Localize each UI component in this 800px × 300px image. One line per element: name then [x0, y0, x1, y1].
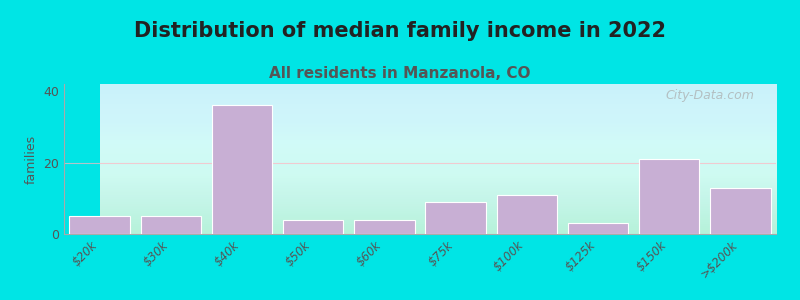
Text: City-Data.com: City-Data.com	[666, 88, 754, 101]
Bar	[70, 216, 130, 234]
Bar	[283, 220, 343, 234]
Bar	[568, 223, 628, 234]
Bar	[497, 195, 557, 234]
Text: Distribution of median family income in 2022: Distribution of median family income in …	[134, 21, 666, 41]
Bar	[141, 216, 201, 234]
Bar	[354, 220, 414, 234]
Y-axis label: families: families	[25, 134, 38, 184]
Bar	[212, 105, 272, 234]
Text: All residents in Manzanola, CO: All residents in Manzanola, CO	[270, 66, 530, 81]
Bar	[639, 159, 699, 234]
Bar	[710, 188, 770, 234]
Bar	[426, 202, 486, 234]
